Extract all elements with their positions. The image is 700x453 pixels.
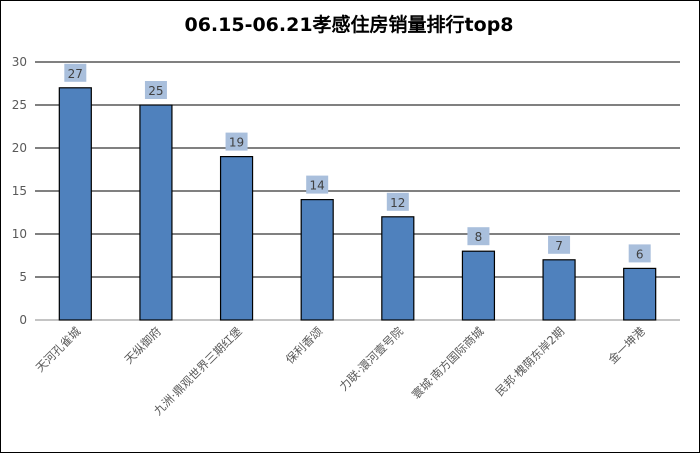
- y-tick-label: 30: [12, 55, 27, 69]
- data-label: 6: [636, 247, 644, 261]
- data-label-box: [467, 227, 490, 246]
- data-label-box: [144, 81, 167, 99]
- bar: [542, 259, 576, 321]
- data-label: 19: [229, 136, 244, 150]
- y-tick-label: 5: [19, 270, 27, 284]
- y-tick-label: 10: [12, 227, 27, 241]
- chart-title: 06.15-06.21孝感住房销量排行top8: [184, 14, 514, 36]
- bar: [623, 267, 657, 321]
- bar: [58, 87, 92, 321]
- x-tick-label: 力联·澴河壹号院: [337, 324, 407, 394]
- bar: [300, 199, 334, 321]
- data-label-box: [386, 192, 409, 211]
- data-label-box: [548, 235, 571, 254]
- y-tick-label: 20: [12, 141, 27, 155]
- data-label-box: [628, 244, 651, 263]
- data-label: 14: [310, 179, 325, 193]
- data-label-box: [306, 175, 329, 194]
- y-tick-label: 15: [12, 184, 27, 198]
- data-label: 27: [68, 67, 83, 81]
- data-label-box: [64, 63, 87, 82]
- data-label: 8: [475, 230, 483, 244]
- data-label-box: [225, 132, 248, 151]
- x-tick-label: 寰城·南方国际商城: [409, 324, 487, 402]
- x-tick-label: 九洲·鼎观世界三期红堡: [151, 324, 245, 418]
- x-tick-label: 天河孔雀城: [33, 324, 84, 375]
- bar: [139, 104, 173, 321]
- x-tick-label: 民邦·槐荫东岸2期: [493, 324, 568, 399]
- bar: [381, 216, 415, 321]
- y-tick-label: 25: [12, 98, 27, 112]
- x-tick-label: 天纵御府: [122, 324, 164, 366]
- x-tick-label: 保利香颂: [283, 324, 326, 367]
- data-label: 7: [555, 239, 563, 253]
- x-tick-label: 金一坤港: [605, 324, 648, 367]
- data-label: 12: [390, 196, 405, 210]
- bar: [461, 250, 496, 321]
- bar: [219, 156, 254, 321]
- y-tick-label: 0: [19, 313, 27, 327]
- data-label: 25: [148, 84, 163, 98]
